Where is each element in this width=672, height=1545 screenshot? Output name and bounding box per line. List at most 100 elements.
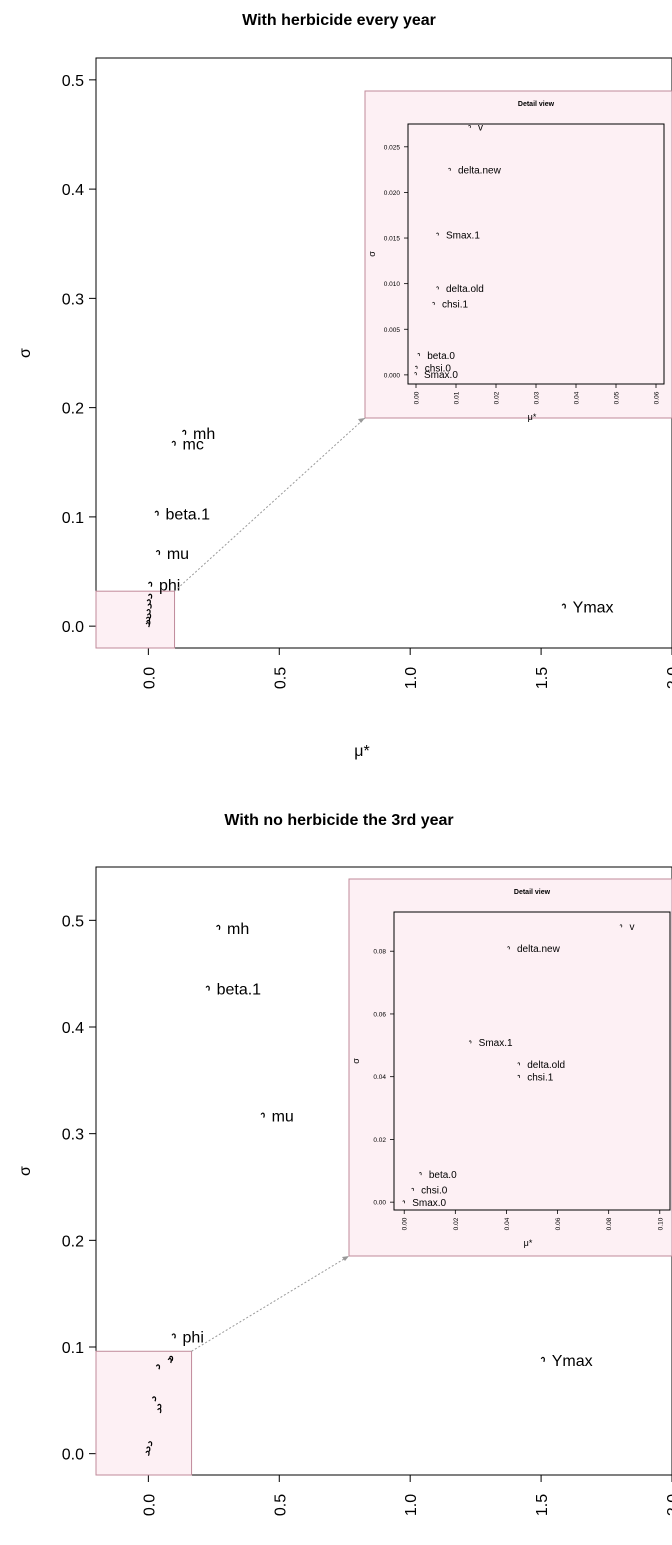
inset-data-point [619,924,623,928]
inset-point-label: Smax.1 [479,1038,513,1049]
inset-y-tick-label: 0.02 [373,1137,386,1144]
data-point [171,440,176,447]
point-label: mu [272,1109,294,1126]
inset-title: Detail view [514,889,551,896]
inset-data-point [468,124,471,129]
inset-data-point [432,301,435,306]
inset-data-point [517,1074,520,1079]
inset-x-tick-label: 0.02 [494,391,501,404]
y-axis-label: σ [17,348,34,358]
y-tick-label: 0.1 [62,510,84,527]
inset-x-tick-label: 0.02 [453,1217,460,1230]
chart-title: With no herbicide the 3rd year [224,812,453,829]
inset-point-label: chsi.1 [527,1073,554,1084]
zoom-connector-arrowhead [342,1256,349,1261]
inset-y-tick-label: 0.005 [384,327,401,334]
inset-data-point [402,1200,405,1204]
inset-y-tick-label: 0.010 [384,281,401,288]
inset-title: Detail view [518,101,555,108]
inset-panel: Detail view 0.00 0.02 0.04 0.06 0.08 0.00 0.02 0… [348,878,672,1257]
chart-1: With herbicide every year 0.0 0.1 0.2 0.3 0.4… [17,12,672,760]
point-label: mh [227,921,249,938]
chart-2: With no herbicide the 3rd year 0.0 0.1 0.2 0… [17,812,672,1516]
data-point [157,1408,162,1414]
point-label: mu [167,546,189,563]
inset-y-tick-label: 0.020 [384,190,401,197]
point-label: mc [183,437,204,454]
data-point [154,510,159,516]
inset-x-tick-label: 0.10 [657,1217,664,1230]
data-point [155,549,161,556]
inset-point-label: v [629,922,634,933]
inset-x-tick-label: 0.03 [534,391,541,404]
y-axis-label: σ [17,1166,34,1176]
inset-data-point [507,946,510,950]
x-tick-label: 0.0 [141,1494,158,1516]
inset-frame [393,911,671,1211]
data-point [540,1356,545,1363]
inset-x-tick-label: 0.00 [414,391,421,404]
data-point [147,593,153,599]
inset-point-label: beta.0 [429,1170,457,1181]
inset-data-point [414,372,417,376]
x-tick-label: 1.5 [534,667,551,689]
inset-y-tick-label: 0.08 [373,949,386,956]
point-label: Ymax [573,599,614,616]
data-point [147,581,153,587]
data-point [216,924,221,931]
data-point [157,1403,162,1410]
data-point [171,1333,176,1339]
y-tick-label: 0.0 [62,1447,84,1464]
x-tick-label: 0.5 [272,1494,289,1516]
inset-y-tick-label: 0.00 [373,1200,386,1207]
y-tick-label: 0.5 [62,73,84,90]
chart-title: With herbicide every year [242,12,436,29]
inset-data-point [436,232,439,236]
inset-point-label: delta.new [517,944,561,955]
inset-x-tick-label: 0.05 [614,391,621,404]
point-label: mh [193,426,215,443]
data-point [167,1357,172,1364]
x-tick-label: 1.0 [403,1494,420,1516]
x-tick-label: 2.0 [665,1494,672,1516]
inset-x-axis-label: μ* [524,1238,533,1248]
plot-frame [95,866,672,1476]
point-label: Ymax [552,1353,593,1370]
zoom-connector [174,417,366,592]
point-label: beta.1 [217,982,262,999]
data-point [260,1112,265,1118]
inset-point-label: delta.new [458,166,502,177]
inset-y-tick-label: 0.015 [384,236,401,243]
inset-background [348,878,672,1257]
y-tick-label: 0.0 [62,619,84,636]
data-point [146,608,151,615]
plot-frame [95,57,672,649]
y-tick-label: 0.4 [62,1020,84,1037]
data-point [182,429,187,436]
zoom-region [95,590,176,649]
inset-point-label: delta.old [446,284,484,295]
data-point [205,985,210,991]
inset-data-point [419,1172,422,1176]
point-label: phi [159,578,180,595]
inset-x-tick-label: 0.04 [504,1217,511,1230]
zoom-connector [191,1255,350,1352]
inset-panel: Detail view 0.000 0.005 0.010 0.015 0.020 0.02… [364,90,672,422]
inset-y-tick-label: 0.025 [384,144,401,151]
inset-data-point [414,365,418,369]
inset-x-tick-label: 0.01 [454,391,461,404]
inset-y-tick-label: 0.000 [384,372,401,379]
x-axis-label: μ* [354,743,369,760]
y-tick-label: 0.3 [62,291,84,308]
inset-data-point [411,1187,414,1192]
y-tick-label: 0.1 [62,1340,84,1357]
y-tick-label: 0.3 [62,1127,84,1144]
inset-data-point [517,1062,520,1066]
inset-data-point [436,286,439,290]
inset-y-axis-label: σ [367,251,377,257]
data-point [147,1441,153,1447]
data-point [168,1355,174,1362]
inset-x-tick-label: 0.08 [606,1217,613,1230]
